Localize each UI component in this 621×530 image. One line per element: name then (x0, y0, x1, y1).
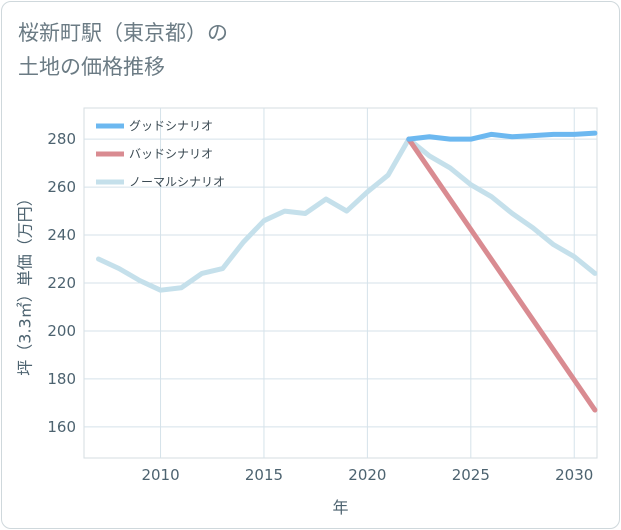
x-tick-label: 2010 (141, 466, 179, 484)
y-tick-label: 160 (47, 418, 76, 436)
x-tick-label: 2025 (452, 466, 490, 484)
tick-labels: 160 180 200 220 240 260 280 2010 2015 2020 2025 203… (47, 130, 593, 484)
x-tick-label: 2020 (348, 466, 386, 484)
y-tick-label: 180 (47, 370, 76, 388)
series-line-0 (406, 130, 598, 142)
y-tick-label: 240 (47, 226, 76, 244)
x-tick-label: 2030 (555, 466, 593, 484)
series-line-2 (95, 136, 598, 293)
legend-label: バッドシナリオ (129, 147, 213, 161)
y-tick-label: 220 (47, 274, 76, 292)
grid (83, 107, 598, 459)
legend-label: ノーマルシナリオ (129, 175, 225, 189)
legend-label: グッドシナリオ (129, 119, 213, 133)
y-axis-title: 坪（3.3㎡）単価（万円） (16, 190, 35, 375)
y-tick-label: 280 (47, 130, 76, 148)
x-axis-title: 年 (332, 498, 348, 517)
x-tick-label: 2015 (245, 466, 283, 484)
series-line-1 (406, 136, 598, 413)
series-lines (95, 130, 598, 413)
y-tick-label: 200 (47, 322, 76, 340)
y-tick-label: 260 (47, 178, 76, 196)
chart-title: 桜新町駅（東京都）の 土地の価格推移 (18, 21, 228, 79)
